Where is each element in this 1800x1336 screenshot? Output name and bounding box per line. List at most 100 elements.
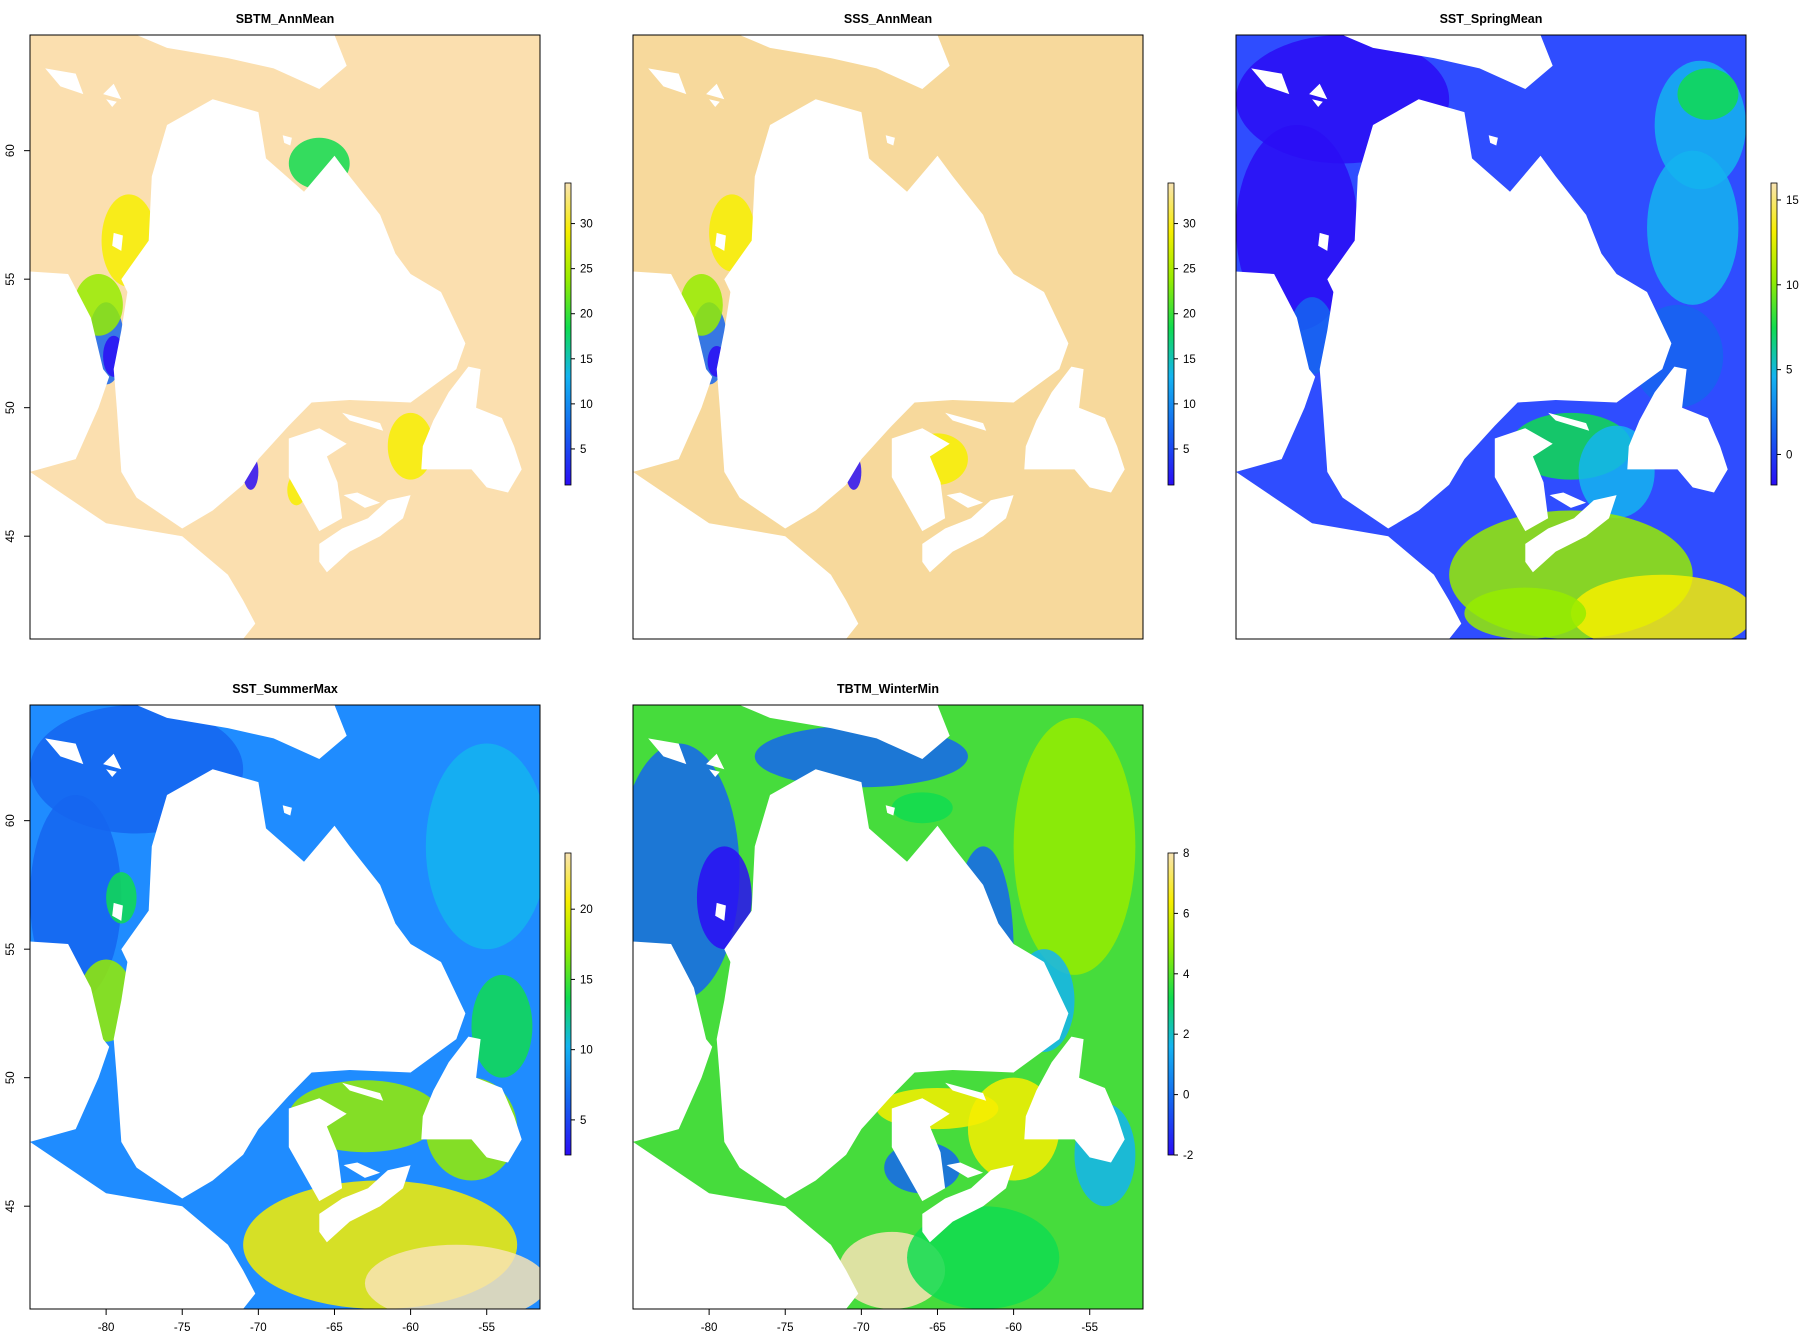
colorbar bbox=[564, 182, 572, 486]
land-mass bbox=[1627, 366, 1728, 493]
land-mass bbox=[1494, 428, 1553, 532]
colorbar bbox=[1167, 182, 1175, 486]
land-mass bbox=[945, 1082, 987, 1101]
value-region bbox=[1013, 717, 1136, 975]
colorbar-tick-label: 0 bbox=[1786, 449, 1792, 461]
map-panel: SBTM_AnnMean 45 50 55 60 5 10 15 20 25 30 bbox=[5, 12, 593, 640]
land-mass bbox=[715, 902, 726, 921]
colorbar bbox=[564, 852, 572, 1156]
land-mass bbox=[45, 68, 84, 95]
land-mass bbox=[709, 769, 720, 777]
panel-frame bbox=[632, 704, 1144, 1310]
value-region bbox=[425, 743, 540, 950]
land-mass bbox=[103, 753, 122, 770]
land-mass bbox=[288, 428, 347, 532]
land-mass bbox=[716, 769, 1069, 1199]
land-mass bbox=[343, 1162, 381, 1178]
value-region bbox=[364, 1244, 540, 1309]
value-region bbox=[907, 1206, 1060, 1309]
y-tick-label: 50 bbox=[5, 401, 17, 414]
colorbar-tick-label: 10 bbox=[580, 399, 593, 411]
colorbar-tick-label: 20 bbox=[580, 904, 593, 916]
panel-title: SSS_AnnMean bbox=[844, 12, 932, 26]
land-mass bbox=[103, 83, 122, 100]
land-mass bbox=[885, 805, 895, 816]
land-mass bbox=[1236, 271, 1316, 472]
colorbar-tick-label: 2 bbox=[1183, 1029, 1189, 1041]
map-panel: TBTM_WinterMin -80 -75 -70 -65 -60 -55 -2 0 2 4 6 8 bbox=[632, 682, 1193, 1334]
land-mass bbox=[106, 99, 117, 107]
land-mass bbox=[1312, 99, 1323, 107]
x-tick-label: -55 bbox=[1081, 1322, 1098, 1334]
land-mass bbox=[45, 738, 84, 765]
land-mass bbox=[709, 99, 720, 107]
land-mass bbox=[319, 1165, 411, 1243]
land-mass bbox=[648, 68, 687, 95]
land-mass bbox=[30, 471, 256, 639]
land-mass bbox=[648, 738, 687, 765]
colorbar bbox=[1167, 852, 1175, 1156]
colorbar-tick-label: 4 bbox=[1183, 969, 1190, 981]
colorbar-tick-label: 10 bbox=[580, 1045, 593, 1057]
y-tick-label: 50 bbox=[5, 1071, 17, 1084]
map-panel: SSS_AnnMean 5 10 15 20 25 30 bbox=[632, 12, 1196, 640]
land-mass bbox=[706, 83, 725, 100]
panel-title: SBTM_AnnMean bbox=[236, 12, 335, 26]
x-tick-label: -55 bbox=[478, 1322, 495, 1334]
land-mass bbox=[342, 412, 384, 431]
land-mass bbox=[1251, 68, 1290, 95]
x-tick-label: -80 bbox=[98, 1322, 115, 1334]
x-tick-label: -60 bbox=[402, 1322, 419, 1334]
land-mass bbox=[30, 1141, 256, 1309]
land-mass bbox=[282, 805, 292, 816]
colorbar-tick-label: 15 bbox=[580, 354, 593, 366]
colorbar-tick-label: 8 bbox=[1183, 848, 1189, 860]
land-mass bbox=[945, 412, 987, 431]
land-mass bbox=[946, 492, 984, 508]
colorbar-tick-label: 20 bbox=[1183, 309, 1196, 321]
colorbar-tick-label: 20 bbox=[580, 309, 593, 321]
land-mass bbox=[112, 902, 123, 921]
colorbar-tick-label: -2 bbox=[1183, 1150, 1193, 1162]
land-mass bbox=[1525, 495, 1617, 573]
land-mass bbox=[106, 769, 117, 777]
land-mass bbox=[342, 1082, 384, 1101]
land-mass bbox=[421, 366, 522, 493]
colorbar-tick-label: 15 bbox=[1786, 195, 1799, 207]
value-region bbox=[1570, 574, 1746, 639]
value-region bbox=[696, 846, 752, 950]
value-region bbox=[891, 792, 953, 824]
land-mass bbox=[922, 495, 1014, 573]
colorbar-tick-label: 15 bbox=[1183, 354, 1196, 366]
x-tick-label: -60 bbox=[1005, 1322, 1022, 1334]
colorbar-tick-label: 30 bbox=[580, 219, 593, 231]
land-mass bbox=[112, 232, 123, 251]
value-region bbox=[471, 974, 533, 1078]
land-mass bbox=[1236, 471, 1462, 639]
land-mass bbox=[136, 705, 347, 759]
land-mass bbox=[885, 135, 895, 146]
map-panel: SST_SummerMax 45 50 55 60 -80 -75 -70 -65 -60 -55 5… bbox=[5, 682, 593, 1334]
panel-frame bbox=[632, 34, 1144, 640]
x-tick-label: -65 bbox=[326, 1322, 343, 1334]
land-mass bbox=[716, 99, 1069, 529]
land-mass bbox=[715, 232, 726, 251]
x-tick-label: -75 bbox=[174, 1322, 191, 1334]
colorbar-tick-label: 30 bbox=[1183, 219, 1196, 231]
x-tick-label: -65 bbox=[929, 1322, 946, 1334]
land-mass bbox=[319, 495, 411, 573]
colorbar-tick-label: 0 bbox=[1183, 1090, 1189, 1102]
land-mass bbox=[1342, 35, 1553, 89]
colorbar bbox=[1770, 182, 1778, 486]
panel-frame bbox=[1235, 34, 1747, 640]
x-tick-label: -80 bbox=[701, 1322, 718, 1334]
land-mass bbox=[136, 35, 347, 89]
y-tick-label: 45 bbox=[5, 530, 17, 543]
y-tick-label: 55 bbox=[5, 273, 17, 286]
colorbar-tick-label: 15 bbox=[580, 974, 593, 986]
land-mass bbox=[946, 1162, 984, 1178]
land-mass bbox=[1319, 99, 1672, 529]
land-mass bbox=[739, 705, 950, 759]
colorbar-tick-label: 10 bbox=[1786, 280, 1799, 292]
